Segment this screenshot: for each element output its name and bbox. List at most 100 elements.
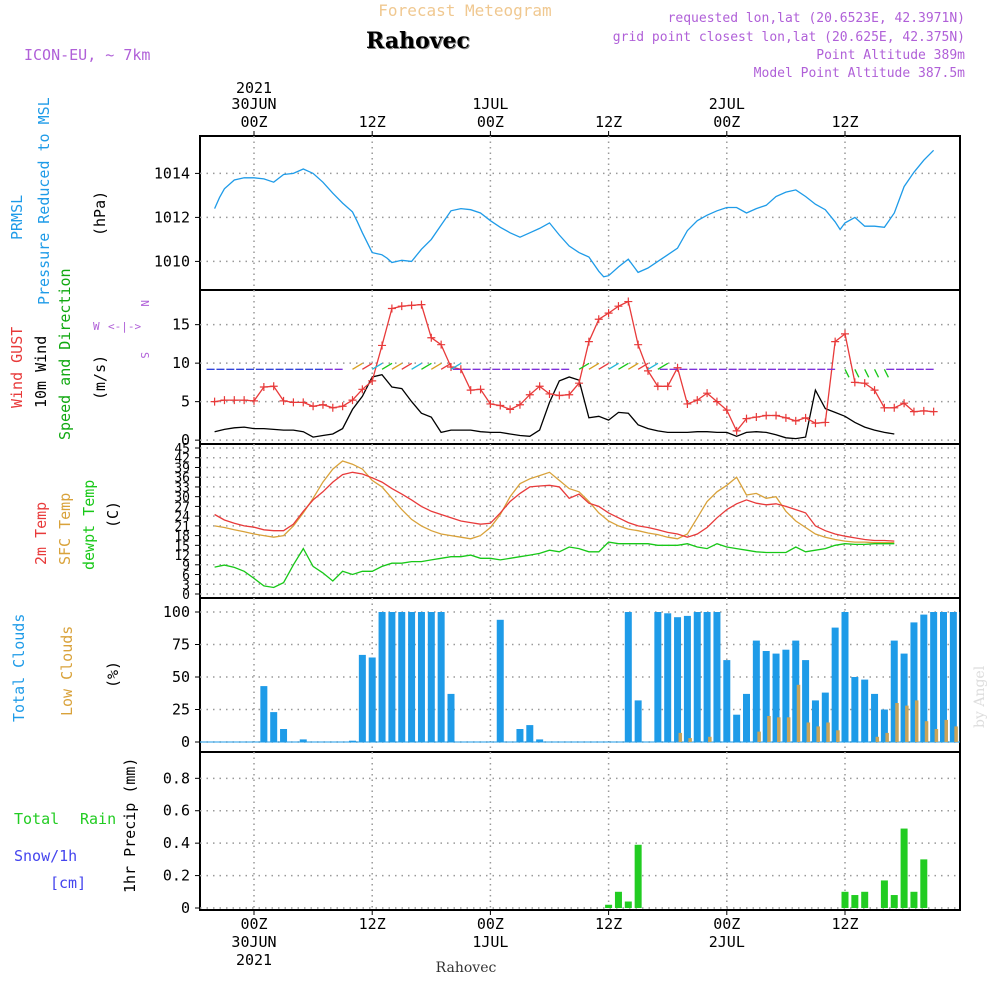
wind-gust-marker: [634, 340, 643, 349]
precip-bar: [880, 880, 888, 908]
total-cloud-bar: [358, 654, 366, 742]
wind-gust-marker: [781, 413, 790, 422]
wind-gust-marker: [604, 309, 613, 318]
total-cloud-bar: [516, 729, 524, 742]
pressure-panel-frame: [199, 135, 961, 291]
top-time-label: 00Z: [240, 113, 267, 131]
wind-gust-marker: [378, 341, 387, 350]
wind-ytick-label: 10: [172, 354, 190, 372]
temp-ytick-label: 18: [174, 530, 190, 545]
wind-gust-marker: [368, 376, 377, 385]
requested-coords: requested lon,lat (20.6523E, 42.3971N): [668, 11, 965, 26]
panel-frames: 1010101210140510150369121518212427303336…: [154, 131, 961, 917]
wind-direction-arrow: [618, 362, 629, 370]
top-time-label: 00Z: [713, 113, 740, 131]
wind-gust-marker: [427, 333, 436, 342]
wind-gust-marker: [220, 396, 229, 405]
low-cloud-bar: [875, 736, 880, 742]
wind-direction-arrow: [647, 362, 659, 370]
wind-gust-marker: [909, 407, 918, 416]
total-cloud-bar: [496, 619, 504, 742]
wind-gust-marker: [259, 383, 268, 392]
wind-gust-marker: [811, 419, 820, 428]
top-time-label: 12Z: [831, 113, 858, 131]
wind-panel-frame: [199, 289, 961, 445]
clouds-ytick-label: 0: [181, 733, 190, 751]
total-cloud-bar: [703, 612, 711, 742]
wind-direction-arrow: [450, 362, 462, 370]
low-cloud-bar: [934, 729, 939, 742]
wind-gust-marker: [870, 386, 879, 395]
low-cloud-bar: [777, 717, 781, 742]
precip-bar: [624, 901, 632, 908]
temp-ytick-label: 15: [174, 539, 190, 554]
total-clouds-label: Total Clouds: [10, 614, 28, 722]
pressure-line: [214, 149, 935, 278]
snow-label: Snow/1h: [14, 847, 77, 865]
total-cloud-bar: [811, 700, 819, 742]
sfc-temp-line: [214, 460, 895, 544]
t2m-line: [214, 471, 895, 542]
wind-direction-arrow: [401, 362, 413, 370]
temp-ytick-label: 12: [174, 549, 190, 564]
temp-ytick-label: 27: [174, 500, 190, 515]
low-cloud-bar: [994, 695, 998, 742]
precip-panel-frame: [199, 751, 961, 911]
precip-ytick-label: 0.6: [163, 802, 190, 820]
total-cloud-bar: [368, 657, 376, 742]
wind-direction-arrow: [362, 362, 373, 370]
bottom-time-label: 12Z: [359, 915, 386, 933]
total-cloud-bar: [782, 649, 790, 742]
clipped-plot-area: [200, 149, 998, 908]
bottom-time-label: 00Z: [713, 915, 740, 933]
precip-bar: [614, 891, 622, 908]
wind-gust-marker: [801, 413, 810, 422]
low-cloud-bar: [914, 700, 919, 742]
wind-gust-marker: [240, 396, 249, 405]
wind-direction-arrow: [657, 362, 669, 370]
total-cloud-bar: [880, 709, 888, 742]
wind-label: 10m Wind: [32, 336, 50, 408]
wind-gust-marker: [387, 304, 396, 313]
wind-gust-marker: [348, 396, 357, 405]
low-cloud-bar: [944, 719, 948, 742]
wind-gust-marker: [210, 397, 219, 406]
wind-gust-marker: [358, 385, 367, 394]
precip-bar: [841, 891, 849, 908]
wind-gust-marker: [683, 399, 692, 408]
grid-point-coords: grid point closest lon,lat (20.625E, 42.…: [613, 30, 965, 45]
total-cloud-bar: [299, 739, 307, 742]
precip-bar: [920, 859, 928, 908]
wind-gust-marker: [476, 385, 485, 394]
top-time-label: 1JUL: [472, 95, 508, 113]
total-cloud-bar: [733, 714, 741, 742]
wind-gust-marker: [673, 363, 682, 372]
bottom-time-label: 30JUN: [231, 933, 276, 951]
total-cloud-bar: [447, 693, 455, 742]
wind-gust-marker: [506, 405, 515, 414]
total-cloud-bar: [802, 660, 810, 742]
total-cloud-bar: [713, 612, 721, 742]
precip-legend: Total Rain Snow/1h [cm] 1hr Precip (mm): [14, 758, 139, 893]
total-cloud-bar: [890, 640, 898, 742]
pressure-ytick-label: 1014: [154, 164, 190, 182]
pressure-ytick-label: 1012: [154, 208, 190, 226]
wind-direction-arrow: [371, 362, 383, 370]
precip-bar: [851, 895, 859, 908]
total-cloud-bar: [743, 693, 750, 742]
t2m-label: 2m Temp: [32, 502, 50, 565]
wind-gust-marker: [929, 407, 938, 416]
wind-gust-marker: [397, 302, 406, 311]
top-time-label: 30JUN: [231, 95, 276, 113]
bottom-time-label: 2JUL: [709, 933, 745, 951]
bottom-time-label: 00Z: [240, 915, 267, 933]
temp-legend: 2m Temp SFC Temp dewpt Temp (C): [32, 480, 122, 570]
total-cloud-bar: [871, 693, 879, 742]
temp-ytick-label: 21: [174, 520, 190, 535]
low-cloud-bar: [905, 705, 909, 742]
wind-gust-marker: [644, 366, 652, 375]
pressure-label-2: Pressure Reduced to MSL: [35, 97, 53, 305]
low-clouds-label: Low Clouds: [58, 626, 76, 716]
wind-direction-arrow: [421, 362, 432, 370]
